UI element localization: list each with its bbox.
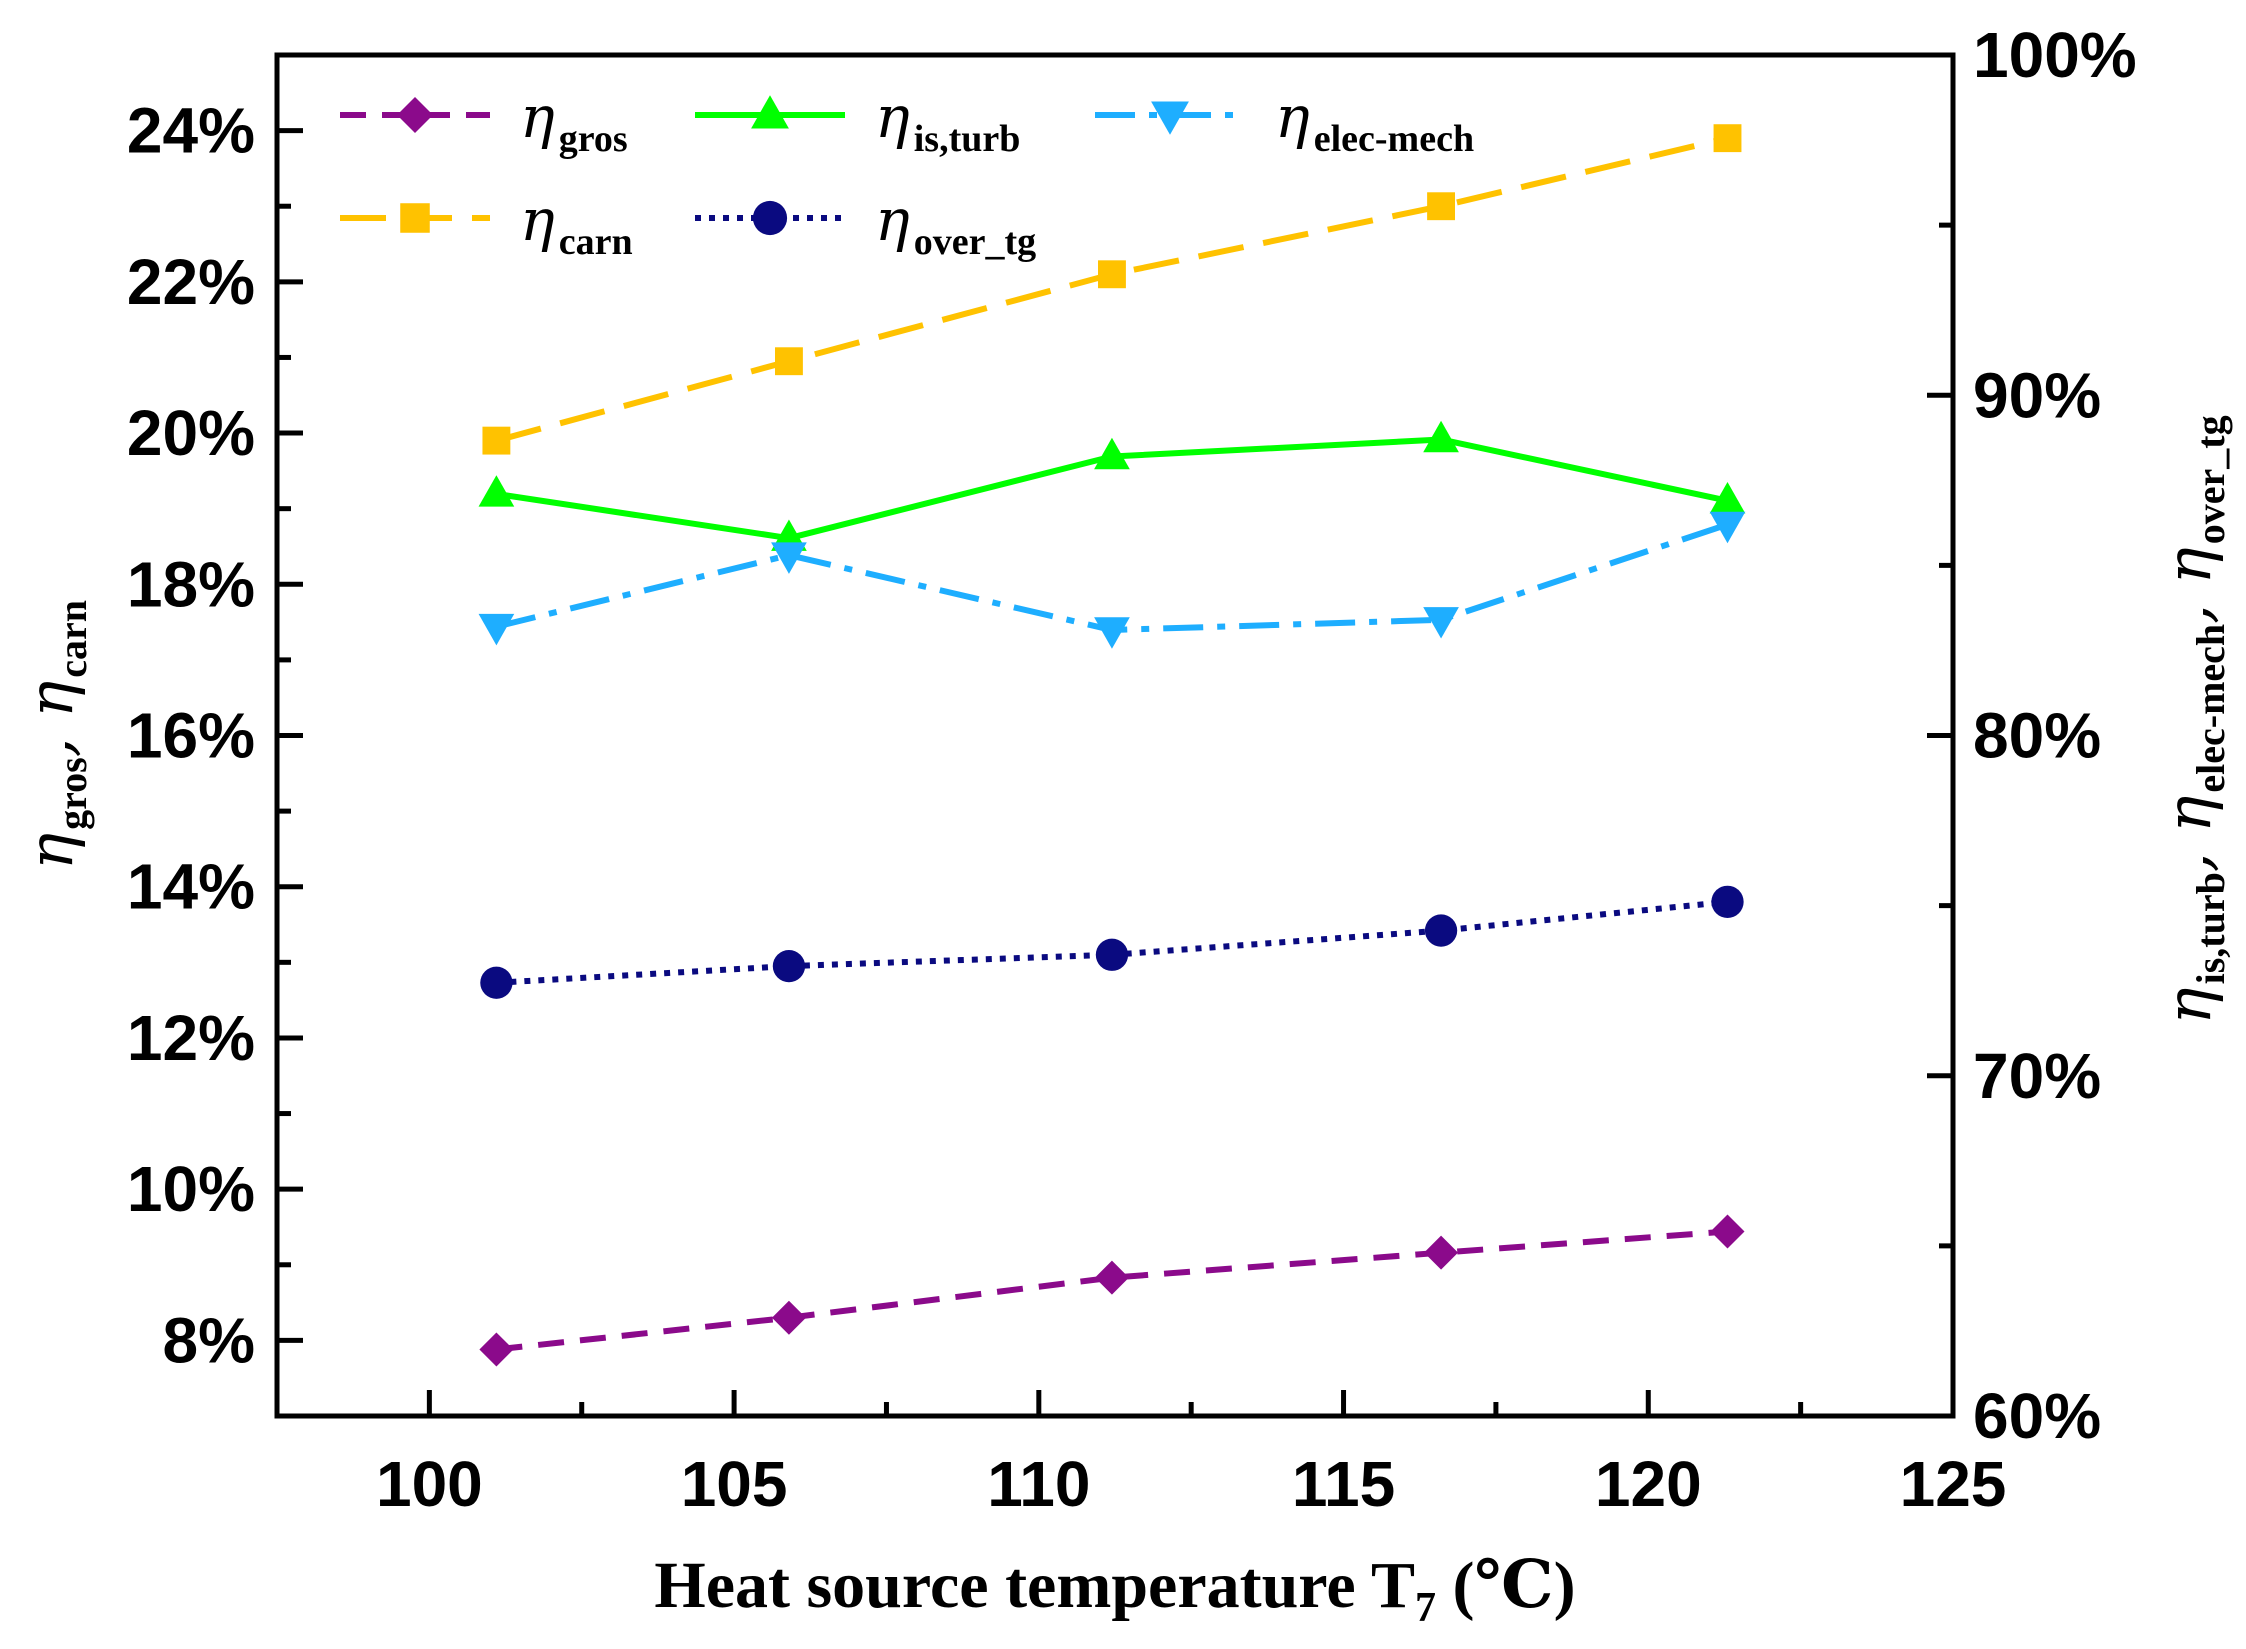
y-left-tick-label: 22% — [127, 246, 255, 318]
data-point-gros — [1424, 1235, 1459, 1270]
data-point-gros — [1710, 1214, 1745, 1249]
data-point-carn — [775, 347, 803, 376]
data-point-is-turb — [1709, 482, 1746, 514]
x-tick-label: 125 — [1900, 1448, 2007, 1520]
y-left-tick-label: 18% — [127, 548, 255, 620]
data-point-is-turb — [1094, 437, 1130, 470]
data-point-elec-mech — [1709, 511, 1746, 544]
axis-title-eta: η — [2152, 987, 2225, 1024]
legend-key-is-turb-marker — [751, 95, 789, 129]
x-tick-label: 115 — [1292, 1448, 1395, 1520]
series-line-elec-mech — [495, 521, 1729, 634]
y-left-tick-label: 10% — [127, 1153, 255, 1225]
data-point-gros — [1094, 1260, 1129, 1295]
data-point-carn — [1713, 124, 1742, 153]
legend-eta: η — [520, 186, 555, 254]
legend-subscript: gros — [559, 118, 628, 160]
data-point-carn — [1427, 192, 1455, 221]
axis-title-subscript: over_tg — [2188, 415, 2233, 544]
data-point-elec-mech — [478, 613, 515, 646]
y-right-title: ηis,turb, ηelec-mech, ηover_tg — [2152, 415, 2233, 1024]
axis-title-eta: η — [14, 681, 87, 718]
axis-title-subscript: elec-mech — [2188, 624, 2233, 793]
legend-subscript: elec-mech — [1314, 118, 1474, 160]
y-left-tick-label: 16% — [127, 700, 255, 772]
y-left-tick-label: 8% — [163, 1304, 256, 1376]
x-axis-title-subscript: 7 — [1415, 1585, 1436, 1631]
x-tick-label: 120 — [1595, 1448, 1702, 1520]
data-point-is-turb — [478, 475, 515, 507]
left-axis: 8% 10% 12% 14% 16% 18% 20% 22% 24% — [127, 52, 303, 1419]
legend-label-carn: η carn — [520, 186, 633, 263]
y-right-tick-label: 90% — [1973, 359, 2101, 431]
data-point-over-tg — [1424, 914, 1458, 947]
data-point-over-tg — [1711, 885, 1744, 918]
legend-label-gros: η gros — [520, 83, 628, 160]
legend-eta: η — [1275, 83, 1310, 151]
data-point-over-tg — [480, 966, 513, 999]
plot-frame — [274, 52, 1956, 1419]
data-point-gros — [771, 1300, 806, 1335]
svg-text:ηis,turb, ηelec-mech, ηover_tg: ηis,turb, ηelec-mech, ηover_tg — [2152, 415, 2233, 1024]
y-right-tick-label: 70% — [1973, 1040, 2101, 1112]
axis-title-eta: η — [2152, 547, 2225, 584]
y-left-tick-label: 20% — [127, 397, 255, 469]
series-line-carn — [495, 135, 1729, 444]
x-axis-title: Heat source temperature T7 (℃) — [654, 1549, 1575, 1631]
series-lines — [495, 135, 1729, 1353]
axis-title-separator: , — [2152, 833, 2225, 872]
svg-text:ηgros, ηcarn: ηgros, ηcarn — [14, 600, 95, 870]
legend-subscript: carn — [559, 221, 633, 263]
data-point-over-tg — [1095, 938, 1129, 971]
legend-label-over-tg: η over_tg — [875, 186, 1036, 263]
y-left-tick-label: 12% — [127, 1002, 255, 1074]
data-point-is-turb — [1423, 420, 1459, 453]
legend-eta: η — [520, 83, 555, 151]
x-axis-title-text: Heat source temperature T — [654, 1549, 1415, 1622]
x-tick-label: 105 — [681, 1448, 788, 1520]
data-point-elec-mech — [771, 542, 807, 574]
legend-eta: η — [875, 83, 910, 151]
series-markers — [478, 124, 1746, 1367]
axis-title-separator: , — [14, 718, 87, 757]
data-point-elec-mech — [1423, 607, 1459, 639]
axis-title-separator: , — [2152, 584, 2225, 623]
axis-title-eta: η — [2152, 796, 2225, 833]
y-left-tick-label: 24% — [127, 95, 255, 167]
data-point-over-tg — [772, 949, 806, 983]
data-point-gros — [479, 1332, 514, 1367]
legend-key-carn-marker — [400, 203, 430, 233]
legend-eta: η — [875, 186, 910, 254]
y-left-title: ηgros, ηcarn — [14, 600, 95, 870]
legend-subscript: is,turb — [914, 118, 1021, 160]
axis-title-subscript: gros — [50, 757, 95, 830]
y-right-tick-label: 100% — [1973, 19, 2137, 91]
legend-key-over-tg-marker — [752, 200, 788, 236]
x-tick-label: 110 — [987, 1448, 1090, 1520]
x-tick-label: 100 — [376, 1448, 483, 1520]
axis-title-eta: η — [14, 833, 87, 870]
legend-label-is-turb: η is,turb — [875, 83, 1020, 160]
legend-key-gros-marker — [397, 97, 433, 133]
data-point-carn — [1098, 260, 1126, 289]
legend-label-elec-mech: η elec-mech — [1275, 83, 1474, 160]
data-point-carn — [482, 426, 511, 455]
legend-key-elec-mech-marker — [1151, 101, 1189, 135]
axis-title-subscript: is,turb — [2188, 872, 2233, 984]
y-left-tick-label: 14% — [127, 851, 255, 923]
x-axis-title-unit: (℃) — [1436, 1549, 1576, 1622]
axis-title-subscript: carn — [50, 600, 95, 678]
legend-subscript: over_tg — [914, 221, 1036, 263]
data-point-elec-mech — [1094, 617, 1130, 649]
y-right-tick-label: 60% — [1973, 1380, 2101, 1452]
right-axis: 60% 70% 80% 90% 100% — [1927, 19, 2137, 1452]
bottom-axis: 100 105 110 115 120 125 — [376, 1390, 2006, 1520]
y-right-tick-label: 80% — [1973, 700, 2101, 772]
